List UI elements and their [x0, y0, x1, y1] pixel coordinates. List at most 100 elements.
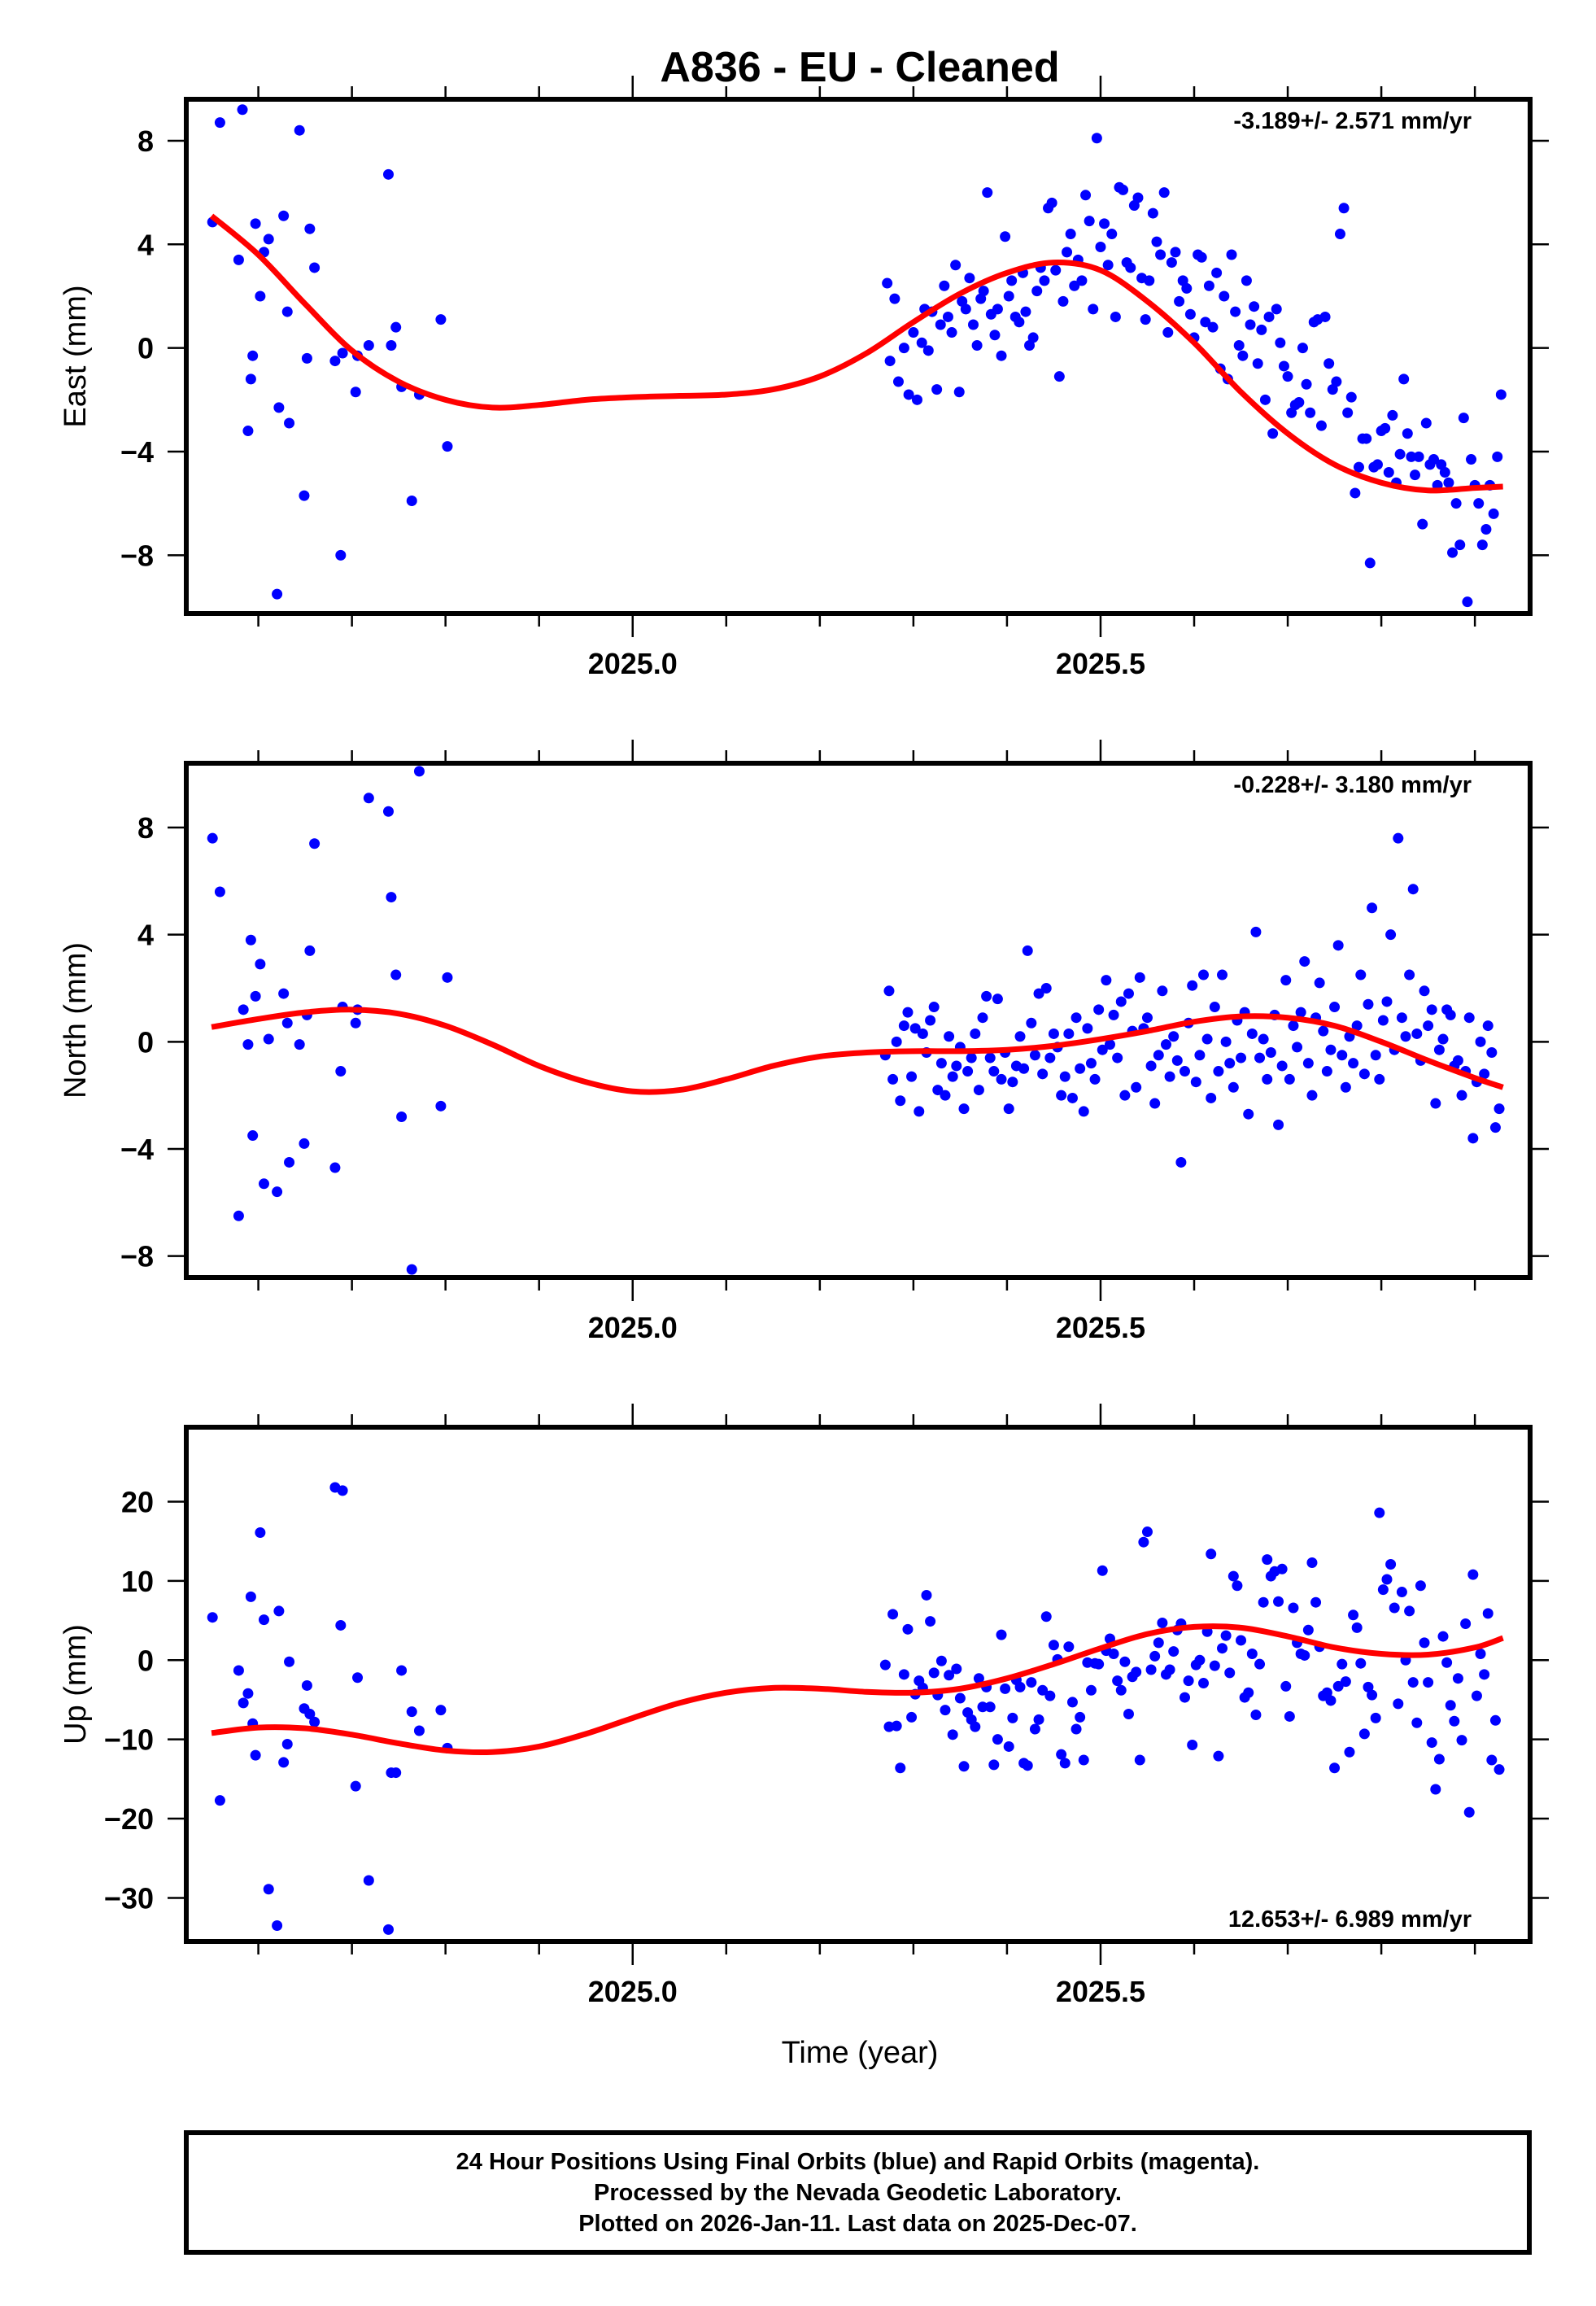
- data-point: [250, 1749, 261, 1761]
- data-point: [1207, 321, 1219, 333]
- data-point: [1321, 1066, 1332, 1077]
- data-point: [1141, 1012, 1153, 1024]
- data-point: [1419, 1637, 1430, 1649]
- data-point: [891, 1720, 902, 1732]
- data-point: [309, 838, 321, 849]
- data-point: [1187, 980, 1198, 991]
- data-point: [1007, 1077, 1018, 1088]
- data-point: [1471, 1690, 1482, 1701]
- data-point: [922, 345, 934, 356]
- data-point: [1280, 1680, 1292, 1692]
- data-point: [335, 1619, 347, 1631]
- data-point: [1334, 229, 1345, 240]
- data-point: [1325, 1044, 1337, 1055]
- data-point: [1306, 1557, 1318, 1569]
- data-point: [971, 339, 983, 351]
- data-point: [1056, 1749, 1067, 1760]
- data-point: [278, 988, 290, 999]
- data-point: [1340, 1676, 1351, 1688]
- y-tick-label: −30: [104, 1881, 154, 1915]
- data-point: [1155, 249, 1166, 260]
- data-point: [1157, 1618, 1168, 1629]
- data-point: [1115, 1684, 1127, 1696]
- data-point: [1398, 373, 1410, 385]
- data-point: [931, 384, 943, 395]
- data-point: [1183, 1675, 1194, 1687]
- data-point: [1463, 1806, 1475, 1818]
- data-point: [299, 490, 310, 501]
- fit-curve: [211, 1623, 1504, 1756]
- data-point: [1452, 1673, 1463, 1684]
- data-point: [1479, 1068, 1490, 1080]
- data-point: [294, 1039, 305, 1050]
- data-point: [1381, 1574, 1393, 1585]
- footer-line-processor: Processed by the Nevada Geodetic Laborat…: [594, 2179, 1122, 2206]
- data-point: [1059, 1758, 1071, 1769]
- data-point: [1288, 1020, 1299, 1032]
- data-point: [1413, 451, 1424, 462]
- data-point: [953, 387, 965, 398]
- data-point: [335, 1066, 347, 1077]
- data-point: [390, 1767, 402, 1779]
- data-point: [1355, 969, 1367, 980]
- data-point: [884, 356, 896, 367]
- data-point: [1209, 1660, 1220, 1671]
- data-point: [1048, 1640, 1059, 1651]
- data-point: [1488, 508, 1499, 519]
- velocity-rate-label: -3.189+/- 2.571 mm/yr: [1233, 108, 1472, 134]
- data-point: [1489, 1714, 1501, 1726]
- data-point: [1213, 1750, 1224, 1762]
- data-point: [1006, 275, 1018, 286]
- data-point: [1236, 1635, 1247, 1646]
- data-point: [1475, 1036, 1486, 1047]
- x-tick-label: 2025.5: [1056, 1975, 1145, 2008]
- data-point: [1423, 1677, 1434, 1688]
- data-point: [1456, 1735, 1467, 1746]
- data-point: [906, 1711, 918, 1723]
- data-point: [350, 1780, 361, 1792]
- data-point: [1409, 469, 1420, 481]
- data-point: [898, 1669, 909, 1680]
- data-point: [1147, 207, 1158, 219]
- data-point: [1206, 1548, 1217, 1560]
- data-point: [284, 1656, 295, 1667]
- data-point: [284, 1156, 295, 1168]
- data-point: [1406, 451, 1417, 462]
- x-tick-label: 2025.0: [588, 1311, 678, 1344]
- data-point: [996, 1629, 1007, 1640]
- data-point: [1475, 1649, 1486, 1660]
- data-point: [1288, 1602, 1299, 1614]
- data-point: [1295, 1007, 1306, 1018]
- data-point: [1299, 1649, 1310, 1661]
- data-point: [1062, 247, 1073, 258]
- data-point: [1370, 1712, 1381, 1723]
- data-point: [1407, 884, 1419, 895]
- data-point: [1407, 1677, 1419, 1688]
- data-point: [1201, 1033, 1213, 1045]
- data-point: [1329, 1002, 1341, 1013]
- data-point: [958, 1103, 970, 1115]
- data-point: [1396, 1012, 1407, 1024]
- velocity-rate-label: 12.653+/- 6.989 mm/yr: [1228, 1906, 1472, 1933]
- data-point: [1363, 998, 1374, 1010]
- data-point: [390, 321, 402, 333]
- data-point: [1246, 1649, 1258, 1660]
- data-point: [1445, 1009, 1456, 1020]
- data-point: [1194, 1654, 1206, 1666]
- data-point: [1026, 1677, 1037, 1688]
- data-point: [1458, 413, 1469, 424]
- data-point: [382, 168, 394, 180]
- data-point: [1022, 945, 1033, 956]
- data-point: [1302, 1058, 1314, 1069]
- y-tick-label: 20: [121, 1486, 154, 1519]
- data-point: [1476, 539, 1488, 551]
- data-point: [1190, 1077, 1201, 1088]
- data-point: [1078, 1106, 1089, 1117]
- data-point: [1273, 1119, 1284, 1130]
- data-point: [1106, 229, 1118, 240]
- data-point: [1454, 539, 1466, 551]
- data-point: [250, 218, 261, 229]
- data-point: [1153, 1050, 1164, 1061]
- data-point: [978, 286, 989, 297]
